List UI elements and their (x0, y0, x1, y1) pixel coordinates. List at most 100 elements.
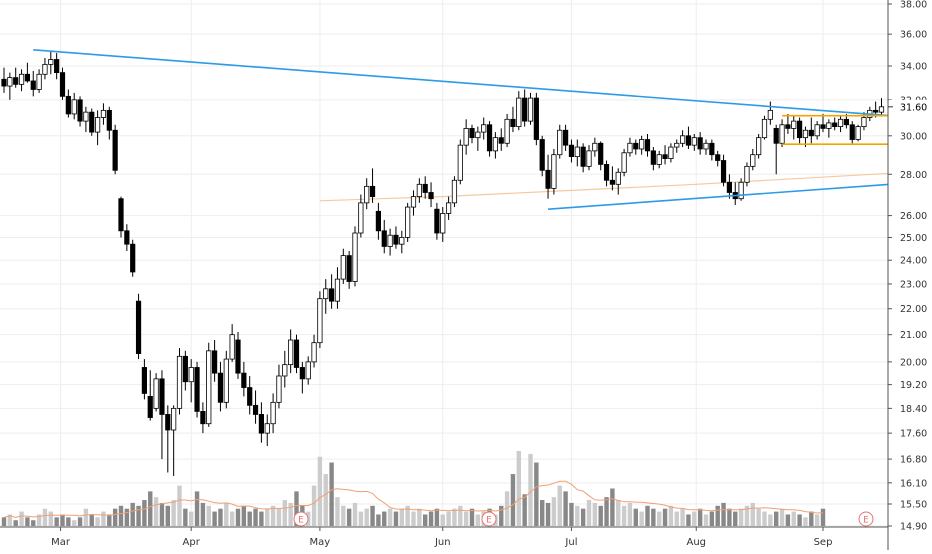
candle (510, 106, 516, 133)
candle (498, 128, 504, 151)
volume-bar (528, 453, 533, 526)
candle (650, 147, 656, 171)
time-tick-label: Jul (564, 537, 577, 548)
candle-body (621, 152, 627, 173)
candle-body (211, 350, 218, 374)
candle (720, 154, 727, 187)
candle (311, 334, 317, 368)
lower-trendline (547, 183, 890, 210)
candle-body (463, 128, 469, 146)
candle (685, 126, 692, 149)
volume-bar (686, 514, 691, 526)
candle-body (826, 122, 832, 129)
candle (451, 176, 458, 208)
candle-body (837, 118, 844, 127)
price-axis: 38.0036.0034.0032.0030.0028.0026.0025.00… (887, 0, 932, 550)
candle (30, 70, 36, 97)
price-tick-label: 15.50 (900, 499, 927, 510)
volume-bar (569, 502, 574, 526)
volume-bar (756, 508, 761, 526)
candle (568, 139, 575, 163)
candle-body (288, 339, 294, 366)
candle-body (375, 210, 382, 232)
volume-bar (189, 511, 194, 526)
candle-body (656, 154, 662, 165)
candle-body (171, 407, 177, 431)
candle (697, 132, 703, 155)
candle-body (767, 109, 773, 120)
volume-bar (791, 511, 796, 526)
volume-bar (253, 508, 258, 526)
candle (785, 113, 791, 134)
candle (574, 139, 580, 167)
candle-body (697, 137, 703, 150)
volume-bar (19, 511, 24, 526)
candle (791, 115, 797, 140)
volume-bar (376, 514, 381, 526)
volume-bar (159, 502, 165, 526)
volume-bar (130, 502, 135, 526)
candle-body (861, 117, 867, 127)
candle-body (691, 137, 697, 146)
candle (732, 182, 738, 205)
candle (118, 196, 124, 238)
price-tick-label: 24.00 (900, 256, 927, 267)
candle-body (147, 395, 153, 418)
volume-bar (680, 508, 685, 526)
candle (609, 166, 616, 191)
volume-bar (1, 517, 7, 526)
candle-body (504, 118, 510, 144)
candle (674, 139, 680, 153)
candle (644, 133, 651, 157)
volume-bar (499, 505, 504, 526)
candle (691, 133, 697, 151)
price-tick-label: 16.80 (900, 455, 927, 466)
volume-bar (768, 514, 773, 526)
candle-body (843, 118, 850, 126)
candle (95, 110, 101, 146)
volume-bar (393, 511, 399, 526)
volume-bar (224, 502, 229, 526)
candle-body (715, 154, 721, 161)
candle-body (498, 137, 504, 144)
candle (399, 230, 405, 254)
price-tick-label: 38.00 (900, 0, 927, 11)
price-tick-label: 26.00 (900, 211, 927, 222)
candle-body (77, 99, 83, 122)
candle-body (159, 378, 165, 415)
candle-body (130, 243, 136, 273)
volume-bar (335, 497, 340, 526)
candle-body (176, 355, 183, 409)
volume-bar (621, 505, 627, 526)
earnings-marker-label: E (486, 516, 492, 526)
candle (832, 117, 838, 131)
volume-bar (370, 505, 375, 526)
volume-bar (440, 514, 445, 526)
candle (849, 121, 855, 144)
candle-body (71, 99, 77, 115)
candle-body (364, 185, 370, 204)
volume-bar (259, 511, 264, 526)
price-axis-background (888, 0, 932, 550)
candle (358, 194, 364, 238)
candle-body (674, 142, 680, 148)
candle-body (18, 73, 25, 85)
candle (387, 228, 393, 256)
candle-body (89, 111, 95, 133)
volume-bar (142, 500, 147, 526)
volume-bar (551, 497, 557, 526)
candle-body (247, 387, 253, 406)
candle-body (627, 142, 633, 154)
candle-body (738, 181, 744, 200)
volume-bar (83, 508, 89, 526)
current-price-box (889, 99, 932, 114)
candle (42, 57, 48, 80)
volume-bar (814, 514, 820, 526)
candle (539, 135, 545, 177)
candle (317, 291, 323, 349)
candle (469, 124, 475, 144)
candle (340, 248, 346, 284)
volume-bar (733, 511, 738, 526)
volume-bar (13, 520, 18, 526)
candle-body (293, 339, 300, 368)
